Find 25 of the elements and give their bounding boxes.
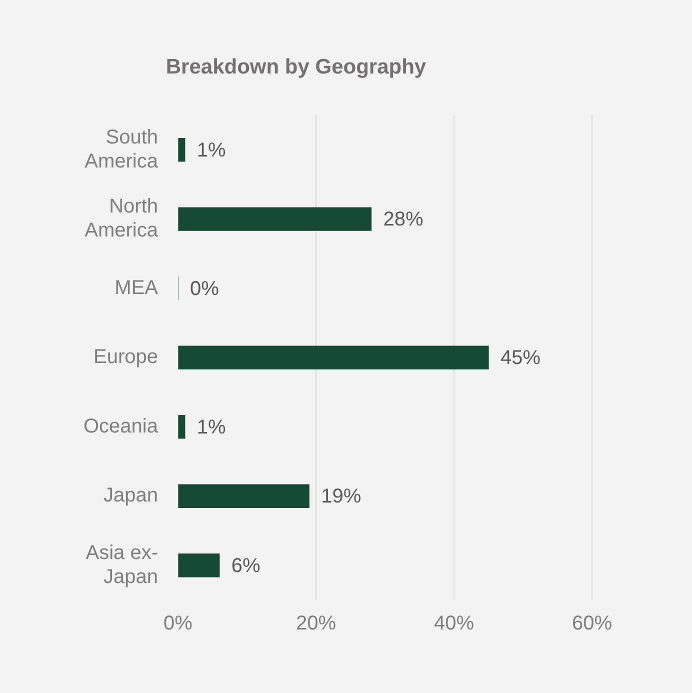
x-tick-label: 40% [434, 612, 474, 635]
bar [178, 415, 186, 439]
y-tick-label: Europe [94, 346, 158, 368]
y-tick-label: South America [84, 126, 159, 172]
data-label: 1% [196, 139, 226, 162]
bar [178, 484, 310, 508]
bar [178, 346, 489, 370]
data-label: 45% [500, 347, 541, 370]
bar [178, 138, 186, 162]
y-tick-label: Oceania [84, 415, 159, 438]
x-tick-label: 0% [164, 612, 193, 635]
y-tick-label: Japan [104, 484, 158, 507]
bar [178, 207, 372, 231]
y-tick-label: MEA [114, 276, 159, 299]
bar [178, 554, 220, 578]
data-label: 19% [321, 486, 362, 508]
x-tick-label: 60% [572, 612, 612, 635]
data-label: 0% [190, 278, 220, 300]
y-tick-label: Asia ex-Japan [86, 542, 158, 588]
x-tick-label: 20% [296, 612, 336, 635]
y-tick-label: North America [84, 196, 159, 242]
chart-title: Breakdown by Geography [166, 55, 426, 78]
data-label: 6% [231, 554, 261, 577]
data-label: 1% [196, 416, 226, 438]
data-label: 28% [383, 208, 424, 231]
